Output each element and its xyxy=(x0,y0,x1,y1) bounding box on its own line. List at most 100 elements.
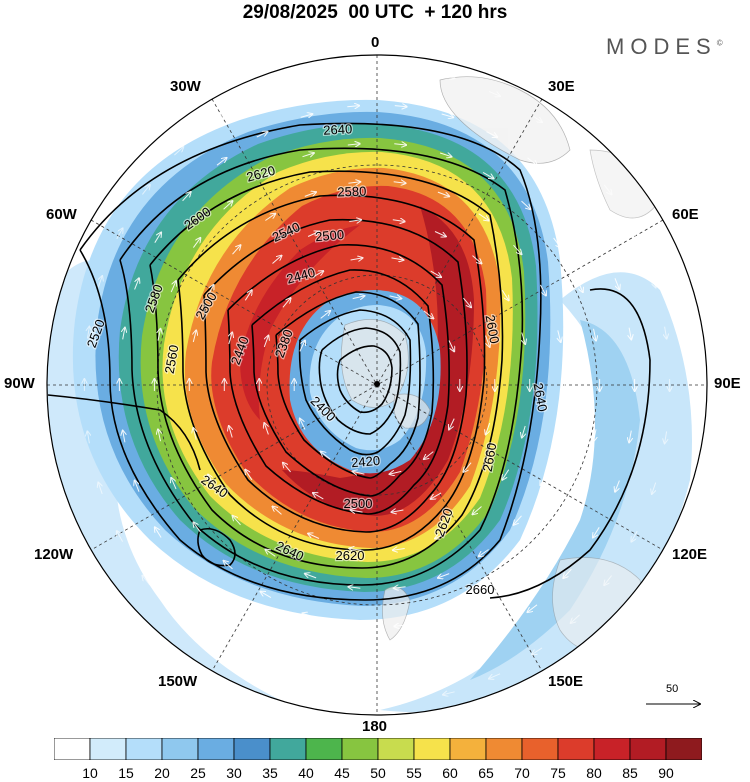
colorbar-swatch xyxy=(449,738,487,760)
wind-arrow xyxy=(395,68,407,69)
lon-label-90w: 90W xyxy=(4,375,35,392)
wind-arrow xyxy=(522,332,525,345)
wind-arrow xyxy=(577,280,583,292)
wind-arrow xyxy=(312,271,323,278)
wind-arrow xyxy=(570,146,580,155)
colorbar-swatch xyxy=(413,738,451,760)
wind-arrow xyxy=(273,507,282,515)
contour-label: 2660 xyxy=(466,582,495,597)
wind-arrow xyxy=(134,278,139,290)
wind-arrow xyxy=(478,213,489,221)
wind-arrow xyxy=(171,478,177,490)
wind-arrow xyxy=(154,233,161,243)
wind-arrow xyxy=(392,510,404,512)
colorbar-tick-label: 80 xyxy=(586,765,602,781)
wind-arrow xyxy=(463,297,471,307)
pole-marker xyxy=(374,381,380,387)
wind-arrow xyxy=(303,613,315,617)
wind-arrow xyxy=(437,191,449,196)
wind-arrow xyxy=(261,592,272,599)
wind-arrow xyxy=(170,281,176,293)
wind-arrow xyxy=(123,431,125,443)
wind-arrow xyxy=(539,284,546,296)
contour-west-edge xyxy=(47,394,201,471)
contour-9 xyxy=(298,309,412,456)
wind-arrow xyxy=(299,341,305,352)
land-asia-edge xyxy=(589,149,661,219)
wind-arrow xyxy=(571,614,580,623)
contour-southwest-loop xyxy=(197,527,236,567)
colorbar-swatch xyxy=(197,738,235,760)
lon-label-0: 0 xyxy=(371,34,380,51)
wind-arrow xyxy=(211,116,222,123)
wind-arrow xyxy=(486,422,491,434)
wind-arrow xyxy=(193,522,201,533)
contour-label: 2640 xyxy=(323,121,353,137)
wind-vectors xyxy=(84,68,669,703)
colorbar-tick-label: 70 xyxy=(514,765,530,781)
lon-label-30e: 30E xyxy=(548,78,575,95)
wind-arrow xyxy=(479,549,489,557)
contour-label: 2500 xyxy=(344,496,373,511)
colorbar-tick-label: 35 xyxy=(262,765,278,781)
wind-arrow xyxy=(244,290,252,301)
wind-arrow xyxy=(392,220,405,222)
wind-arrow xyxy=(439,153,451,157)
wind-arrow xyxy=(98,483,102,495)
colorbar-tick-label: 30 xyxy=(226,765,242,781)
lon-label-90e: 90E xyxy=(714,375,741,392)
vector-scale-arrow xyxy=(646,700,702,708)
colorbar-swatch xyxy=(629,738,667,760)
wind-arrow xyxy=(347,701,359,702)
wind-arrow xyxy=(348,625,360,626)
wind-arrow xyxy=(123,328,125,340)
map-boundary xyxy=(46,54,708,716)
colorbar-swatch xyxy=(485,738,523,760)
wind-arrow xyxy=(265,214,275,221)
lon-label-180: 180 xyxy=(362,718,388,735)
colorbar-tick-label: 90 xyxy=(658,765,674,781)
wind-arrow xyxy=(257,633,268,639)
wind-arrow xyxy=(501,289,509,300)
wind-arrow xyxy=(283,463,291,473)
wind-arrow xyxy=(394,625,407,626)
wind-arrow xyxy=(483,591,494,598)
contour-2 xyxy=(119,147,524,586)
wind-arrow xyxy=(594,429,597,441)
wind-arrow xyxy=(116,228,123,240)
colorbar-swatch xyxy=(341,738,379,760)
wind-arrow xyxy=(391,258,404,260)
wind-arrow xyxy=(256,132,268,138)
contour-label: 2660 xyxy=(480,442,500,473)
wind-arrow xyxy=(473,506,482,515)
wind-arrow xyxy=(229,333,232,345)
wind-arrow xyxy=(193,330,196,343)
colorbar-swatch xyxy=(89,738,127,760)
wind-arrow xyxy=(442,75,455,78)
wind-arrow xyxy=(135,481,140,492)
contour-7 xyxy=(251,269,435,497)
wind-arrow xyxy=(522,560,531,569)
wind-arrow xyxy=(347,144,360,145)
contour-11 xyxy=(336,345,393,414)
colorbar-tick-label: 20 xyxy=(154,765,170,781)
wind-arrow xyxy=(299,692,312,695)
wind-arrow xyxy=(629,430,631,443)
wind-arrow xyxy=(229,426,232,438)
wind-arrow xyxy=(313,493,324,500)
wind-arrow xyxy=(192,238,200,248)
wind-arrow xyxy=(430,270,441,277)
jet-band-85-west xyxy=(240,225,360,420)
colorbar-tick-label: 45 xyxy=(334,765,350,781)
contour-10 xyxy=(318,327,402,435)
wind-arrow xyxy=(390,471,402,474)
contour-label: 2500 xyxy=(315,227,345,244)
wind-arrow xyxy=(223,201,233,210)
wind-arrow xyxy=(183,569,192,579)
land-newzealand xyxy=(382,586,411,641)
lon-label-120w: 120W xyxy=(34,546,74,563)
contour-8 xyxy=(275,291,421,479)
lon-label-150w: 150W xyxy=(158,673,198,690)
